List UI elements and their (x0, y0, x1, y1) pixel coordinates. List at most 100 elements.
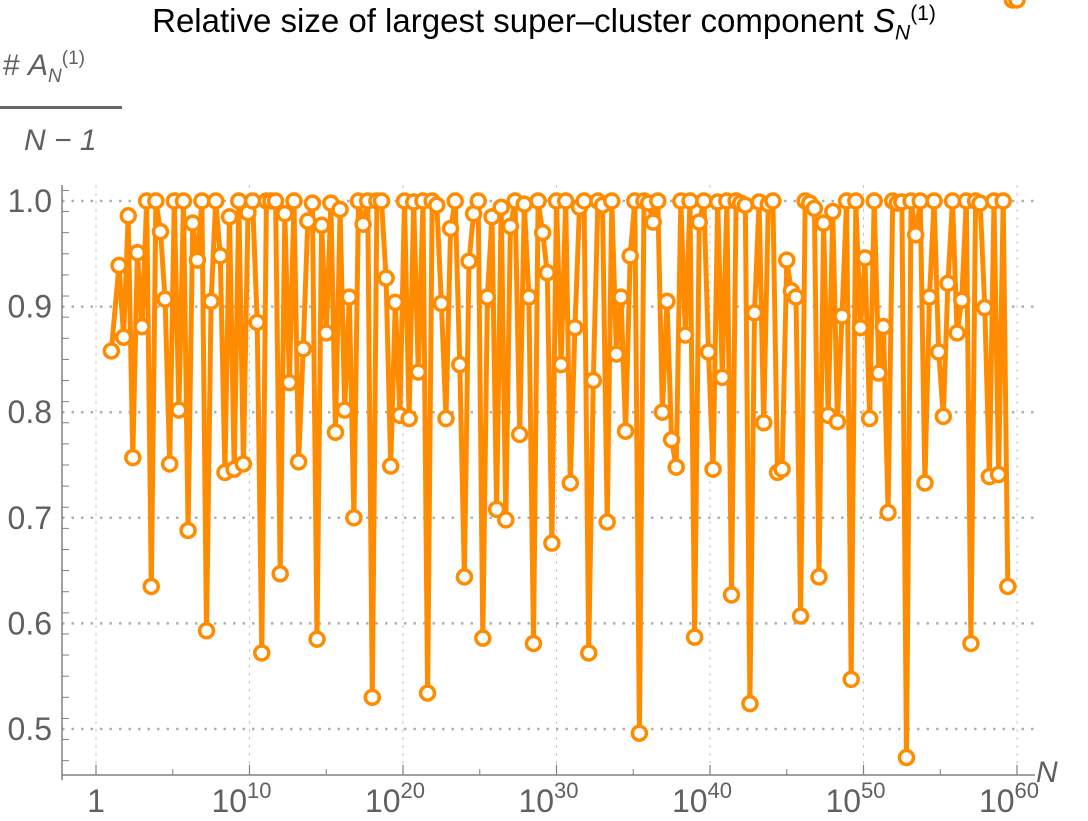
data-point (142, 577, 161, 596)
data-point (791, 607, 810, 625)
data-point (492, 198, 510, 217)
data-point (644, 213, 662, 231)
data-point (220, 208, 239, 226)
title-symbol: S (873, 2, 896, 39)
data-point (276, 204, 294, 223)
data-point (584, 371, 603, 390)
data-point (474, 629, 492, 647)
data-point (271, 565, 289, 583)
data-point (381, 457, 400, 475)
data-point (879, 503, 897, 522)
data-point (999, 577, 1017, 596)
data-point (211, 247, 230, 265)
data-point (948, 324, 966, 342)
data-point (911, 192, 930, 210)
title-text: Relative size of largest super–cluster c… (152, 2, 864, 39)
data-point (340, 288, 359, 306)
data-point (128, 243, 147, 262)
x-tick-label: 1030 (518, 778, 578, 819)
data-point (400, 409, 418, 428)
data-point (736, 196, 755, 214)
data-point (695, 192, 713, 210)
data-point (713, 368, 732, 387)
data-point (561, 474, 580, 492)
fraction-bar (0, 106, 122, 109)
x-tick-label: 1060 (979, 778, 1039, 819)
data-point (266, 192, 285, 210)
data-point (515, 195, 534, 213)
data-point (280, 373, 299, 392)
data-point (432, 294, 451, 313)
axes (61, 185, 1035, 780)
x-axis-label: N (1036, 756, 1058, 789)
data-point (174, 192, 193, 210)
title-symbol-sup: (1) (910, 2, 936, 25)
data-point (989, 465, 1008, 484)
data-point (1008, 0, 1026, 9)
chart-title: Relative size of largest super–cluster c… (0, 2, 1088, 46)
data-point (851, 318, 870, 337)
data-point (409, 363, 428, 381)
title-symbol-sub: N (895, 21, 911, 45)
numerator-sup: (1) (61, 48, 86, 69)
data-point (243, 192, 262, 210)
data-point (524, 634, 543, 653)
data-point (934, 407, 953, 426)
data-point (778, 251, 796, 269)
data-point (188, 251, 207, 269)
data-point (156, 290, 174, 308)
data-point (308, 630, 326, 648)
data-point (916, 474, 934, 492)
data-point (566, 318, 584, 337)
data-point (741, 694, 759, 713)
data-point (538, 264, 557, 282)
data-point (428, 196, 446, 214)
data-point (510, 425, 529, 444)
data-point (598, 513, 616, 531)
data-point (197, 622, 216, 640)
data-point (810, 568, 828, 586)
data-point (847, 192, 865, 210)
data-point (469, 192, 487, 210)
x-tick-label: 1050 (825, 778, 885, 819)
data-point (303, 194, 322, 212)
x-tick-label: 1040 (672, 778, 732, 819)
data-point (437, 409, 455, 428)
data-point (331, 200, 349, 219)
data-point (897, 748, 916, 767)
x-tick-label: 1 (87, 783, 105, 819)
data-point (234, 455, 253, 473)
data-point (529, 192, 547, 210)
data-point (543, 534, 561, 552)
data-point (630, 724, 649, 742)
y-tick-label: 0.6 (8, 605, 52, 641)
data-point (860, 409, 879, 428)
data-point (372, 192, 391, 210)
data-point (607, 345, 626, 363)
data-point (971, 194, 989, 212)
data-point (865, 192, 883, 210)
data-point (773, 460, 791, 478)
data-point (151, 222, 170, 241)
y-tick-label: 0.9 (8, 289, 52, 325)
data-point (441, 219, 460, 238)
data-point (312, 216, 331, 235)
data-point (335, 401, 354, 419)
data-point (575, 192, 593, 210)
data-point (487, 500, 506, 519)
data-point (952, 291, 971, 310)
data-point (842, 670, 860, 689)
data-point (612, 288, 630, 306)
data-point (976, 298, 994, 317)
data-point (994, 192, 1012, 210)
data-point (179, 521, 197, 540)
data-point (299, 212, 317, 230)
y-tick-label: 0.5 (8, 711, 52, 747)
data-point (285, 192, 303, 210)
data-point (616, 422, 635, 440)
data-point (451, 355, 469, 374)
data-point (133, 317, 151, 336)
data-series (108, 198, 1011, 760)
y-tick-label: 1.0 (8, 183, 52, 219)
